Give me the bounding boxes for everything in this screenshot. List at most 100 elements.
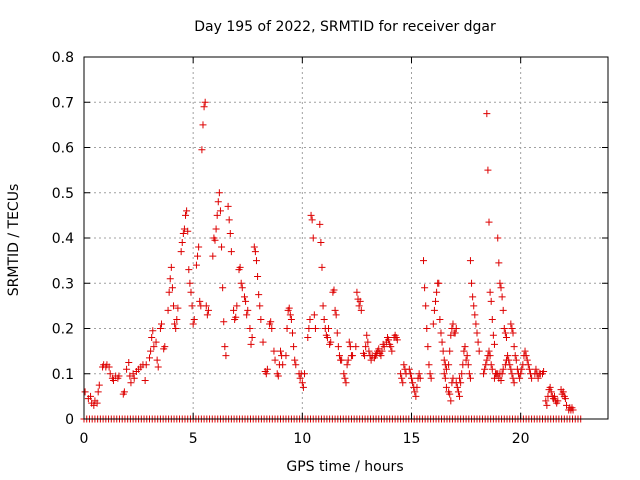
data-point <box>451 329 459 337</box>
data-point <box>483 110 491 118</box>
data-point <box>156 325 164 332</box>
data-point <box>352 343 360 351</box>
data-point <box>423 325 431 332</box>
data-point <box>252 257 260 265</box>
data-point <box>510 343 518 351</box>
data-point <box>199 121 207 129</box>
data-point <box>440 356 448 364</box>
data-point <box>440 370 448 378</box>
data-point <box>182 211 190 219</box>
x-tick-label: 20 <box>512 431 530 447</box>
data-point <box>438 338 446 346</box>
data-point <box>232 313 240 321</box>
data-point <box>340 370 348 378</box>
data-point <box>171 320 179 328</box>
data-point <box>409 379 417 387</box>
data-point <box>282 352 290 360</box>
data-point <box>179 229 187 237</box>
data-point <box>506 361 514 369</box>
data-point <box>387 343 395 351</box>
data-point <box>441 374 449 382</box>
data-point <box>289 329 297 337</box>
data-point <box>166 275 174 283</box>
data-point <box>173 315 181 323</box>
data-point <box>299 383 307 391</box>
data-point <box>201 98 209 106</box>
data-point <box>274 372 282 380</box>
data-point <box>458 370 466 378</box>
data-point <box>115 372 123 380</box>
data-point <box>473 329 481 337</box>
data-point <box>94 388 102 396</box>
data-point <box>296 374 304 382</box>
data-point <box>525 365 533 373</box>
data-point <box>224 202 232 210</box>
data-point <box>267 318 275 326</box>
data-point <box>218 243 226 251</box>
data-point <box>501 329 509 337</box>
data-point <box>257 315 265 323</box>
data-point <box>271 356 279 364</box>
data-point <box>365 347 373 355</box>
data-point <box>195 243 203 251</box>
data-point <box>469 293 477 301</box>
data-point <box>487 361 495 369</box>
data-point <box>198 146 206 154</box>
data-point <box>507 365 515 373</box>
data-point <box>439 347 447 355</box>
data-point <box>481 365 489 373</box>
data-point <box>189 320 197 328</box>
data-point <box>497 377 505 385</box>
data-point <box>462 356 470 364</box>
data-point <box>125 358 133 366</box>
x-tick-label: 5 <box>189 431 198 447</box>
data-point <box>508 325 516 332</box>
data-point <box>87 392 95 400</box>
data-point <box>149 327 157 335</box>
data-point <box>335 352 343 360</box>
data-point <box>472 320 480 328</box>
data-point <box>485 218 493 226</box>
data-point <box>186 279 194 287</box>
data-point <box>415 370 423 378</box>
data-point <box>194 252 202 260</box>
grid-lines <box>84 57 608 419</box>
data-point <box>233 302 241 310</box>
data-point <box>504 352 512 360</box>
data-point <box>304 334 312 342</box>
data-point <box>534 374 542 382</box>
data-point <box>105 363 113 371</box>
data-point <box>106 370 114 378</box>
data-point <box>429 320 437 328</box>
data-point <box>399 379 407 387</box>
data-point <box>310 311 318 319</box>
data-point <box>483 356 491 364</box>
data-point <box>498 370 506 378</box>
data-point <box>500 325 508 332</box>
data-point <box>484 166 492 174</box>
data-point <box>95 381 103 389</box>
data-point <box>146 354 153 362</box>
data-point <box>512 356 520 364</box>
data-point <box>522 352 530 360</box>
data-point <box>411 388 419 396</box>
data-point <box>554 397 562 405</box>
data-point <box>463 352 471 360</box>
data-point <box>316 220 324 228</box>
data-point <box>480 370 488 378</box>
data-point <box>93 399 101 407</box>
data-point <box>237 279 245 287</box>
data-point <box>305 325 313 332</box>
data-point <box>256 302 264 310</box>
data-point <box>225 216 233 224</box>
data-point <box>147 347 155 355</box>
data-point <box>214 198 222 206</box>
data-point <box>532 365 540 373</box>
data-point <box>142 361 150 369</box>
data-point <box>496 279 504 287</box>
data-point <box>345 338 353 346</box>
data-point <box>309 234 317 242</box>
data-point <box>468 279 476 287</box>
data-point <box>497 284 505 292</box>
